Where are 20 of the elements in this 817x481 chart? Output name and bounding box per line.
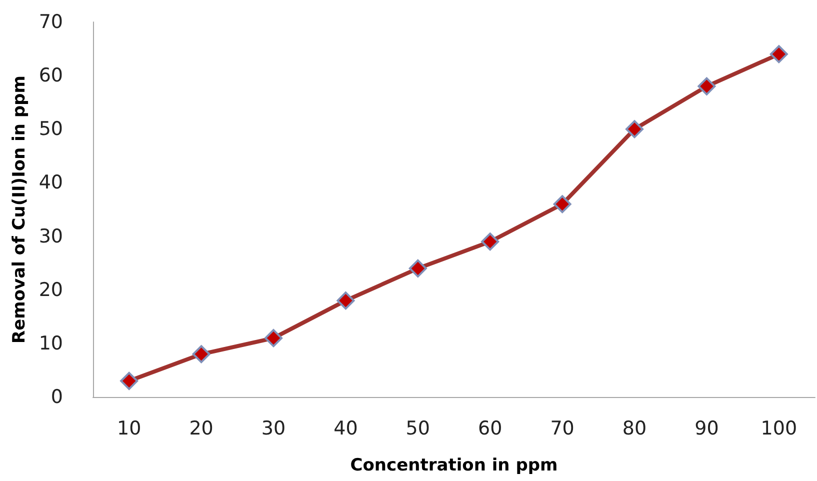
x-axis-title: Concentration in ppm <box>350 456 558 476</box>
y-tick-label: 0 <box>50 386 63 408</box>
y-axis-title: Removal of Cu(II)Ion in ppm <box>9 76 30 344</box>
y-tick-label: 10 <box>38 332 63 354</box>
x-tick-label: 100 <box>760 418 798 440</box>
x-tick-label: 50 <box>406 418 430 440</box>
x-tick-label: 70 <box>550 418 574 440</box>
x-tick-label: 10 <box>117 418 142 440</box>
y-tick-label: 20 <box>38 278 63 301</box>
x-tick-label: 90 <box>694 418 719 440</box>
x-tick-label: 20 <box>189 418 214 440</box>
y-tick-label: 40 <box>38 172 63 194</box>
y-tick-label: 50 <box>38 118 63 140</box>
x-tick-label: 60 <box>478 418 502 440</box>
y-tick-label: 30 <box>38 225 63 248</box>
y-tick-label: 60 <box>38 64 63 87</box>
x-tick-label: 40 <box>334 418 358 440</box>
y-tick-label: 70 <box>38 11 63 33</box>
x-tick-label: 80 <box>622 418 647 440</box>
x-tick-label: 30 <box>261 418 286 440</box>
